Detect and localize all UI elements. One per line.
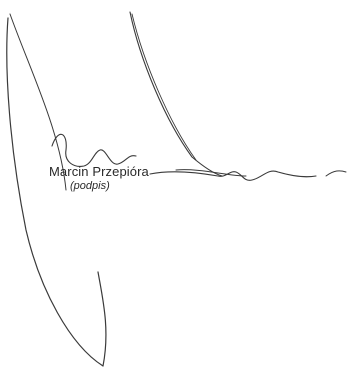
signature-caption: (podpis) xyxy=(70,180,110,192)
signer-name: Marcin Przepióra xyxy=(49,164,149,179)
